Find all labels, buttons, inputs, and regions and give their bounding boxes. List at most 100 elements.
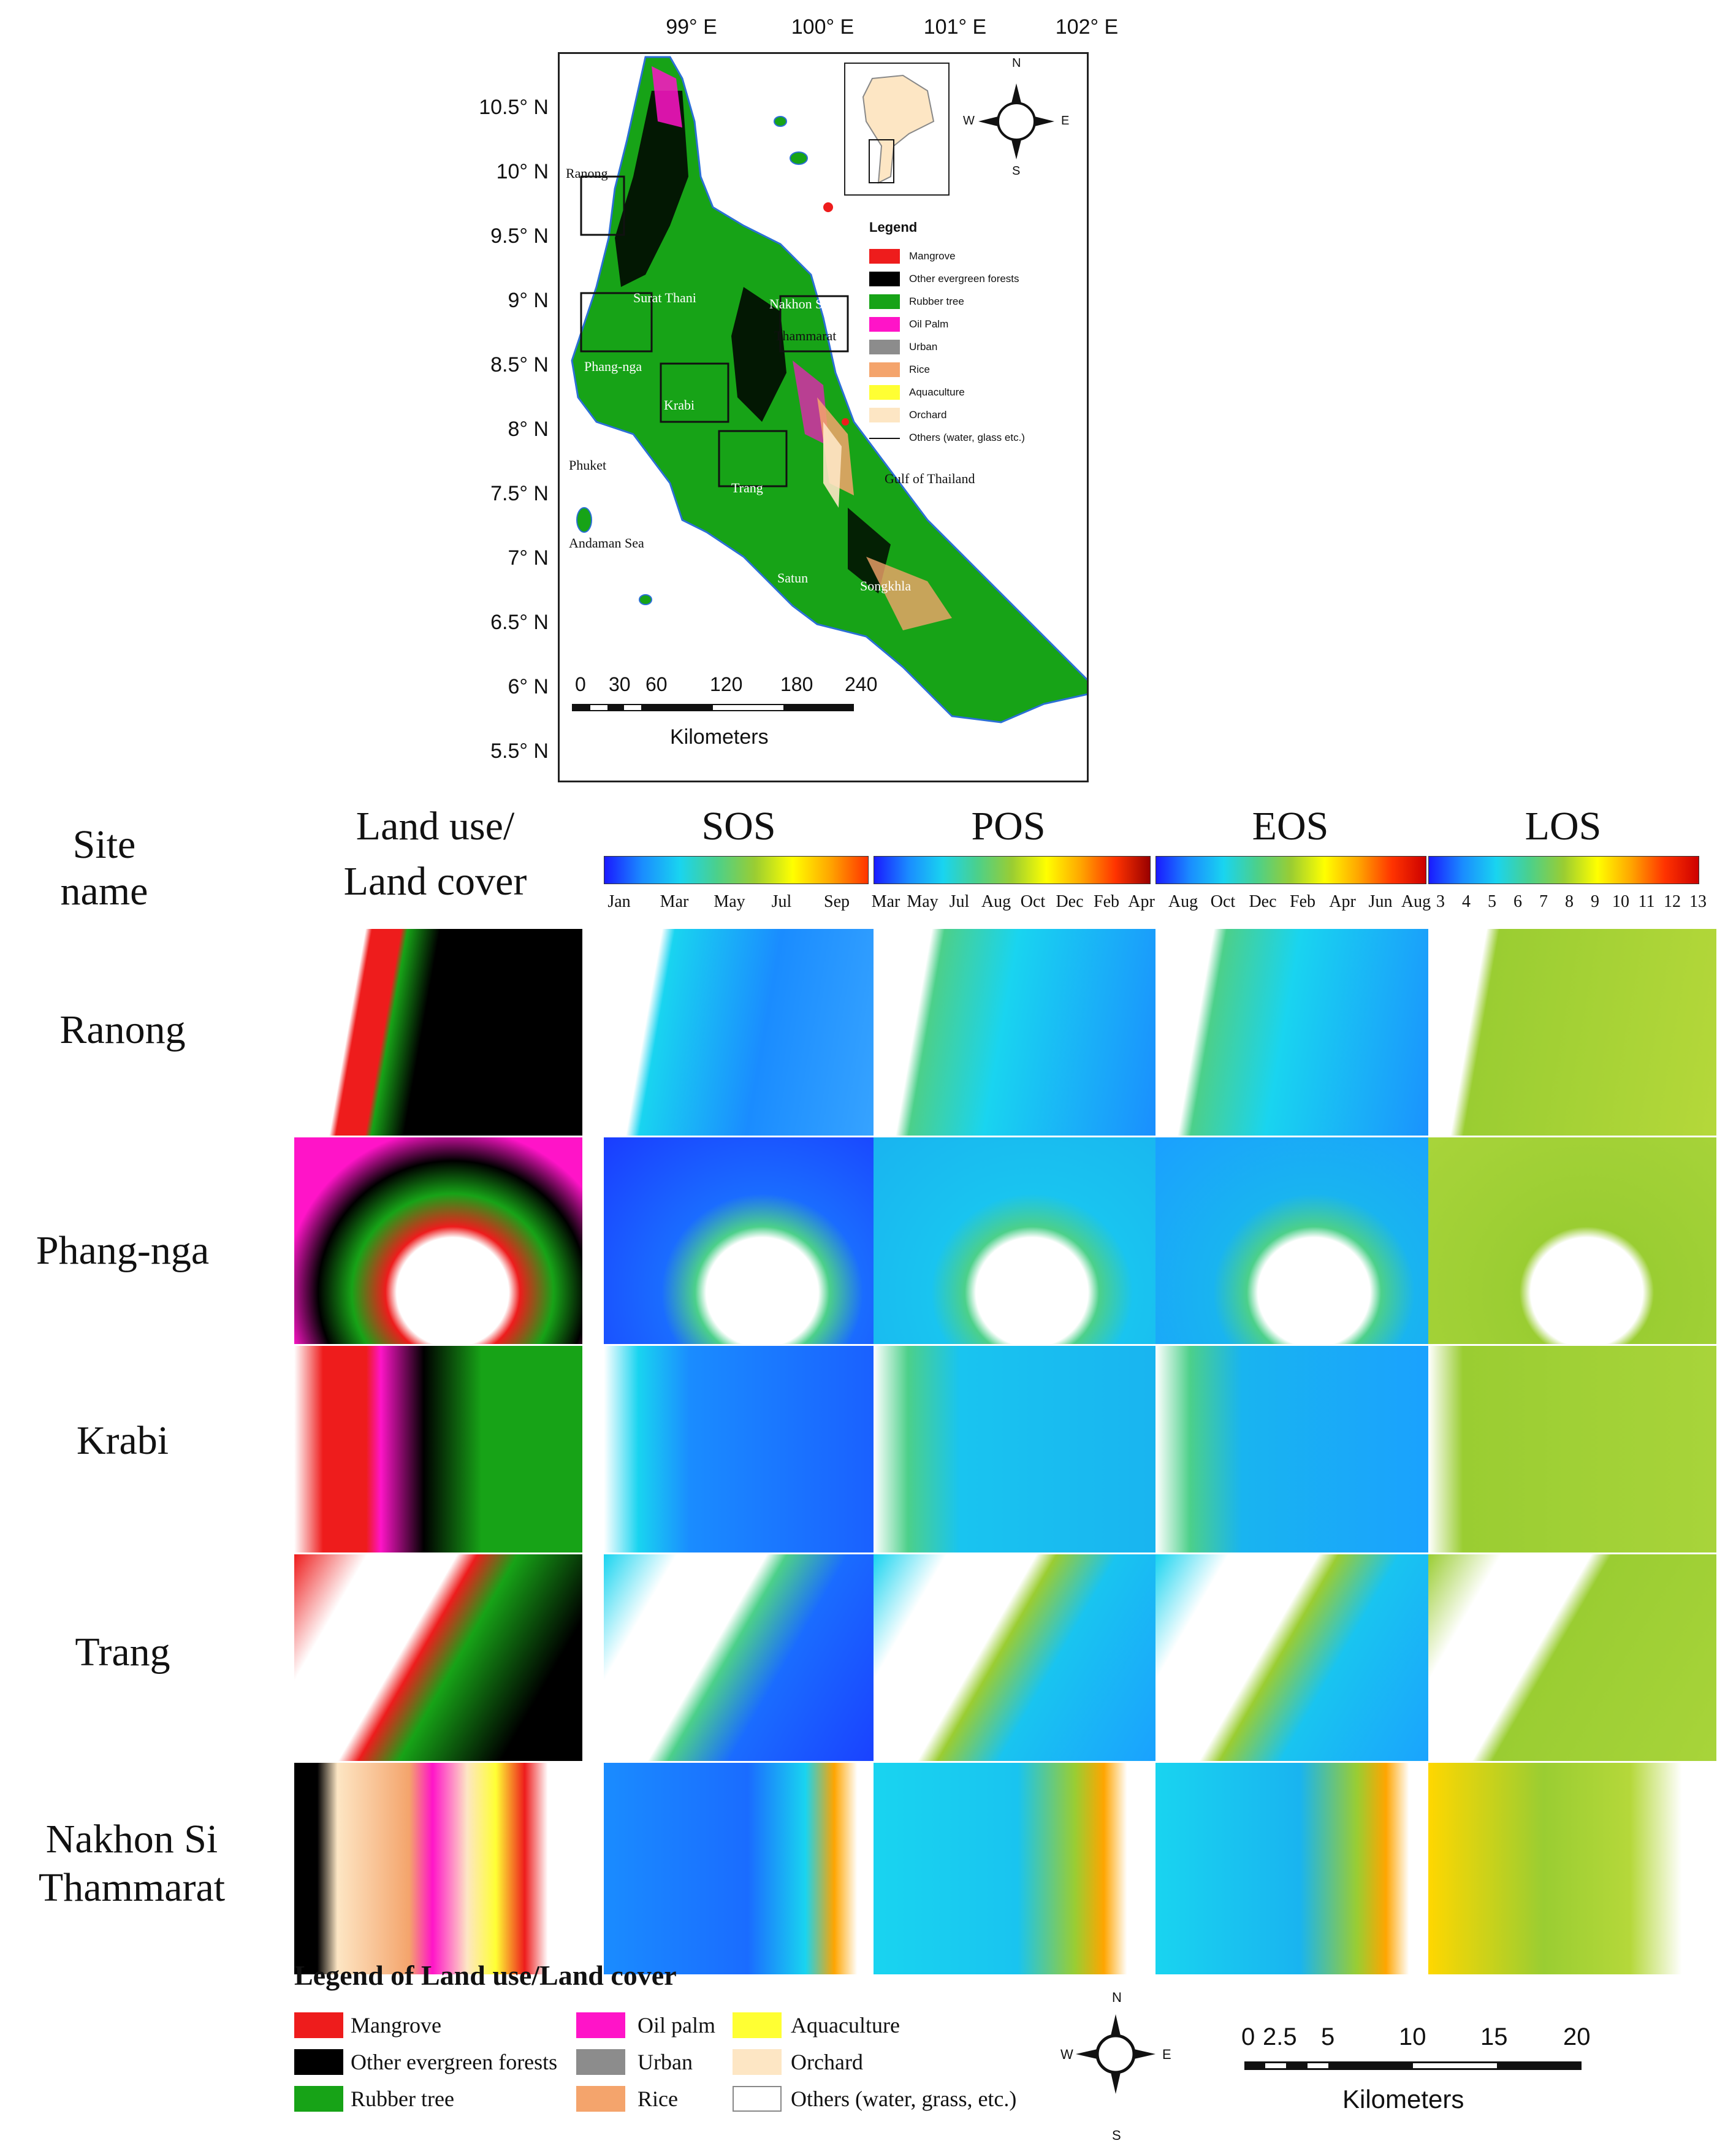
tile-ranong-eos — [1155, 929, 1444, 1136]
legend-item: Urban — [638, 2050, 693, 2074]
site-label-trang: Trang — [75, 1630, 170, 1675]
scale-tick: 60 — [645, 673, 668, 695]
colorbar-label: 13 — [1689, 892, 1707, 911]
colorbar-label: 3 — [1436, 892, 1445, 911]
legend-title: Legend — [869, 220, 918, 235]
site-label-krabi: Krabi — [76, 1418, 169, 1463]
lon-label: 99° E — [666, 15, 717, 39]
legend-item: Others (water, grass, etc.) — [791, 2087, 1017, 2111]
site-label-nakhon-si-thammarat: Nakhon Si Thammarat — [38, 1817, 226, 1911]
lat-label: 5.5° N — [490, 739, 549, 763]
site-label-phang-nga: Phang-nga — [36, 1228, 210, 1273]
compass-n: N — [1112, 1990, 1122, 2005]
sos-colorbar — [604, 856, 869, 884]
place-label: Songkhla — [860, 578, 912, 594]
pos-colorbar — [874, 856, 1151, 884]
legend-item: Mangrove — [351, 2013, 441, 2038]
colorbar-label: 9 — [1591, 892, 1599, 911]
peninsula-map — [571, 56, 1101, 724]
place-label: Nakhon Si — [769, 296, 827, 311]
scale-unit: Kilometers — [1342, 2085, 1464, 2114]
tile-nakhon-eos — [1155, 1763, 1444, 1974]
lon-label: 100° E — [791, 15, 855, 39]
tile-phang-nga-sos — [604, 1137, 892, 1344]
colorbar-label: May — [714, 892, 745, 911]
scale-tick: 20 — [1563, 2023, 1591, 2050]
colorbar-label: Jul — [949, 892, 970, 911]
legend-item: Orchard — [791, 2050, 863, 2074]
colorbar-label: Apr — [1329, 892, 1356, 911]
legend-item: Orchard — [909, 409, 947, 421]
colorbar-label: Sep — [824, 892, 850, 911]
lat-label: 10.5° N — [479, 96, 549, 119]
scale-tick: 0 — [1241, 2023, 1255, 2050]
eos-colorbar — [1155, 856, 1426, 884]
tile-phang-nga-eos — [1155, 1137, 1444, 1344]
tile-krabi-eos — [1155, 1346, 1444, 1552]
overview-map-frame: Ranong Surat Thani Nakhon Si Thammarat P… — [558, 52, 1101, 782]
tile-trang-los — [1428, 1554, 1716, 1761]
bottom-legend-title: Legend of Land use/Land cover — [294, 1960, 677, 1991]
place-label: Satun — [777, 570, 809, 586]
scale-unit: Kilometers — [670, 725, 769, 749]
legend-item: Other evergreen forests — [351, 2050, 558, 2074]
colorbar-label: 10 — [1612, 892, 1629, 911]
tile-trang-pos — [874, 1554, 1162, 1761]
tile-nakhon-sos — [604, 1763, 892, 1974]
scale-tick: 2.5 — [1263, 2023, 1297, 2050]
colorbar-label: 7 — [1539, 892, 1548, 911]
colorbar-label: Mar — [660, 892, 689, 911]
legend-item: Rice — [638, 2087, 678, 2111]
place-label: Ranong — [566, 166, 608, 181]
place-label: Andaman Sea — [569, 535, 644, 551]
colorbar-label: Oct — [1020, 892, 1046, 911]
lulc-header-line1: Land use/ — [356, 804, 515, 849]
scale-tick: 0 — [575, 673, 586, 695]
place-label: Krabi — [664, 397, 695, 413]
tile-nakhon-pos — [874, 1763, 1162, 1974]
tile-phang-nga-los — [1428, 1137, 1716, 1344]
tile-ranong-lulc — [294, 929, 582, 1136]
site-label-ranong: Ranong — [59, 1007, 186, 1052]
los-colorbar — [1428, 856, 1699, 884]
legend-item: Rubber tree — [909, 296, 964, 307]
legend-item: Others (water, glass etc.) — [909, 432, 1025, 443]
colorbar-label: Feb — [1290, 892, 1315, 911]
place-label: Trang — [731, 480, 763, 495]
lat-label: 9° N — [508, 289, 549, 312]
compass-e: E — [1162, 2047, 1171, 2062]
colorbar-label: Oct — [1210, 892, 1236, 911]
lat-label: 10° N — [496, 160, 549, 183]
scale-bar — [1244, 2061, 1582, 2070]
lat-label: 8° N — [508, 418, 549, 441]
colorbar-label: Jun — [1368, 892, 1393, 911]
tile-krabi-lulc — [294, 1346, 582, 1552]
compass-s: S — [1112, 2128, 1121, 2143]
scale-tick: 15 — [1480, 2023, 1508, 2050]
legend-item: Oil Palm — [909, 318, 949, 330]
colorbar-label: Mar — [871, 892, 900, 911]
colorbar-label: 11 — [1638, 892, 1655, 911]
place-label: Phang-nga — [584, 359, 642, 374]
legend-item: Rice — [909, 364, 931, 375]
tile-krabi-los — [1428, 1346, 1716, 1552]
tile-phang-nga-lulc — [294, 1137, 582, 1344]
scale-tick: 180 — [780, 673, 813, 695]
scale-bar — [572, 704, 854, 711]
colorbar-label: Aug — [1401, 892, 1431, 911]
legend-item: Rubber tree — [351, 2087, 454, 2111]
colorbar-label: 5 — [1488, 892, 1496, 911]
compass-w: W — [963, 114, 975, 128]
tile-ranong-pos — [874, 929, 1162, 1136]
lat-label: 6.5° N — [490, 611, 549, 634]
sos-header: SOS — [701, 804, 776, 849]
scale-tick: 10 — [1399, 2023, 1426, 2050]
compass-w: W — [1060, 2047, 1073, 2062]
lat-label: 9.5° N — [490, 224, 549, 248]
los-header: LOS — [1525, 804, 1602, 849]
scale-tick: 30 — [609, 673, 631, 695]
colorbar-label: 12 — [1664, 892, 1681, 911]
legend-item: Aquaculture — [791, 2013, 900, 2038]
colorbar-label: 4 — [1462, 892, 1471, 911]
legend-item: Other evergreen forests — [909, 273, 1019, 285]
